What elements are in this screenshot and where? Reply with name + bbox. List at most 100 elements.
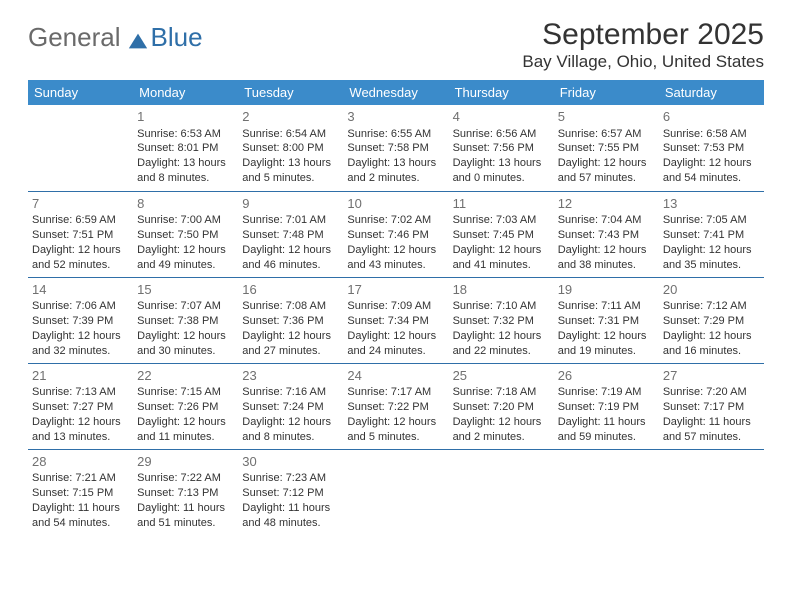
sunset-text: Sunset: 8:00 PM [242,141,341,156]
calendar-cell: 26Sunrise: 7:19 AMSunset: 7:19 PMDayligh… [554,363,659,449]
calendar-row: 14Sunrise: 7:06 AMSunset: 7:39 PMDayligh… [28,277,764,363]
day-number: 23 [242,367,341,385]
day-number: 18 [453,281,552,299]
daylight2-text: and 2 minutes. [347,171,446,186]
sunrise-text: Sunrise: 7:04 AM [558,213,657,228]
daylight1-text: Daylight: 12 hours [453,329,552,344]
sunrise-text: Sunrise: 7:13 AM [32,385,131,400]
sunset-text: Sunset: 7:41 PM [663,228,762,243]
day-number: 13 [663,195,762,213]
day-number: 19 [558,281,657,299]
logo: General Blue [28,22,203,53]
sunrise-text: Sunrise: 7:00 AM [137,213,236,228]
daylight1-text: Daylight: 12 hours [32,329,131,344]
daylight1-text: Daylight: 12 hours [558,243,657,258]
daylight2-text: and 16 minutes. [663,344,762,359]
daylight1-text: Daylight: 13 hours [453,156,552,171]
title-block: September 2025 Bay Village, Ohio, United… [522,18,764,72]
daylight1-text: Daylight: 12 hours [347,329,446,344]
sunrise-text: Sunrise: 7:07 AM [137,299,236,314]
calendar-row: 1Sunrise: 6:53 AMSunset: 8:01 PMDaylight… [28,105,764,191]
calendar-cell: 14Sunrise: 7:06 AMSunset: 7:39 PMDayligh… [28,277,133,363]
daylight2-text: and 54 minutes. [32,516,131,531]
sunset-text: Sunset: 7:39 PM [32,314,131,329]
daylight1-text: Daylight: 11 hours [558,415,657,430]
daylight2-text: and 54 minutes. [663,171,762,186]
daylight1-text: Daylight: 13 hours [347,156,446,171]
sunrise-text: Sunrise: 7:08 AM [242,299,341,314]
sunset-text: Sunset: 7:34 PM [347,314,446,329]
daylight2-text: and 32 minutes. [32,344,131,359]
calendar-cell: 5Sunrise: 6:57 AMSunset: 7:55 PMDaylight… [554,105,659,191]
sunset-text: Sunset: 7:36 PM [242,314,341,329]
sunset-text: Sunset: 7:38 PM [137,314,236,329]
sunset-text: Sunset: 7:45 PM [453,228,552,243]
weekday-header: Tuesday [238,80,343,105]
calendar-cell [28,105,133,191]
logo-icon [127,28,149,50]
calendar-cell: 7Sunrise: 6:59 AMSunset: 7:51 PMDaylight… [28,191,133,277]
sunrise-text: Sunrise: 6:58 AM [663,127,762,142]
calendar-cell: 16Sunrise: 7:08 AMSunset: 7:36 PMDayligh… [238,277,343,363]
daylight1-text: Daylight: 12 hours [663,243,762,258]
daylight2-text: and 30 minutes. [137,344,236,359]
daylight1-text: Daylight: 12 hours [242,243,341,258]
calendar-cell: 25Sunrise: 7:18 AMSunset: 7:20 PMDayligh… [449,363,554,449]
daylight2-text: and 27 minutes. [242,344,341,359]
calendar-row: 28Sunrise: 7:21 AMSunset: 7:15 PMDayligh… [28,449,764,535]
daylight1-text: Daylight: 12 hours [558,329,657,344]
sunrise-text: Sunrise: 7:01 AM [242,213,341,228]
calendar-cell: 12Sunrise: 7:04 AMSunset: 7:43 PMDayligh… [554,191,659,277]
calendar-row: 21Sunrise: 7:13 AMSunset: 7:27 PMDayligh… [28,363,764,449]
daylight1-text: Daylight: 12 hours [347,243,446,258]
calendar-cell [343,449,448,535]
daylight2-text: and 22 minutes. [453,344,552,359]
day-number: 30 [242,453,341,471]
daylight2-text: and 59 minutes. [558,430,657,445]
sunset-text: Sunset: 7:56 PM [453,141,552,156]
calendar-cell: 1Sunrise: 6:53 AMSunset: 8:01 PMDaylight… [133,105,238,191]
calendar-row: 7Sunrise: 6:59 AMSunset: 7:51 PMDaylight… [28,191,764,277]
daylight1-text: Daylight: 12 hours [137,329,236,344]
calendar-cell [554,449,659,535]
day-number: 15 [137,281,236,299]
sunset-text: Sunset: 7:31 PM [558,314,657,329]
sunset-text: Sunset: 7:51 PM [32,228,131,243]
daylight1-text: Daylight: 12 hours [663,329,762,344]
sunrise-text: Sunrise: 6:54 AM [242,127,341,142]
daylight2-text: and 52 minutes. [32,258,131,273]
sunrise-text: Sunrise: 6:57 AM [558,127,657,142]
day-number: 24 [347,367,446,385]
day-number: 7 [32,195,131,213]
sunset-text: Sunset: 7:43 PM [558,228,657,243]
sunset-text: Sunset: 7:15 PM [32,486,131,501]
sunset-text: Sunset: 7:12 PM [242,486,341,501]
sunset-text: Sunset: 7:17 PM [663,400,762,415]
day-number: 1 [137,108,236,126]
day-number: 27 [663,367,762,385]
daylight2-text: and 24 minutes. [347,344,446,359]
daylight2-text: and 49 minutes. [137,258,236,273]
daylight1-text: Daylight: 12 hours [347,415,446,430]
sunset-text: Sunset: 7:48 PM [242,228,341,243]
daylight2-text: and 0 minutes. [453,171,552,186]
daylight2-text: and 5 minutes. [347,430,446,445]
weekday-header: Thursday [449,80,554,105]
calendar-table: Sunday Monday Tuesday Wednesday Thursday… [28,80,764,535]
sunset-text: Sunset: 7:26 PM [137,400,236,415]
daylight2-text: and 57 minutes. [663,430,762,445]
calendar-cell: 30Sunrise: 7:23 AMSunset: 7:12 PMDayligh… [238,449,343,535]
daylight2-text: and 57 minutes. [558,171,657,186]
calendar-cell: 15Sunrise: 7:07 AMSunset: 7:38 PMDayligh… [133,277,238,363]
daylight2-text: and 51 minutes. [137,516,236,531]
calendar-cell: 10Sunrise: 7:02 AMSunset: 7:46 PMDayligh… [343,191,448,277]
sunrise-text: Sunrise: 7:15 AM [137,385,236,400]
daylight2-text: and 46 minutes. [242,258,341,273]
calendar-cell: 29Sunrise: 7:22 AMSunset: 7:13 PMDayligh… [133,449,238,535]
daylight2-text: and 35 minutes. [663,258,762,273]
page-title: September 2025 [522,18,764,52]
calendar-body: 1Sunrise: 6:53 AMSunset: 8:01 PMDaylight… [28,105,764,535]
day-number: 3 [347,108,446,126]
day-number: 4 [453,108,552,126]
sunrise-text: Sunrise: 7:09 AM [347,299,446,314]
